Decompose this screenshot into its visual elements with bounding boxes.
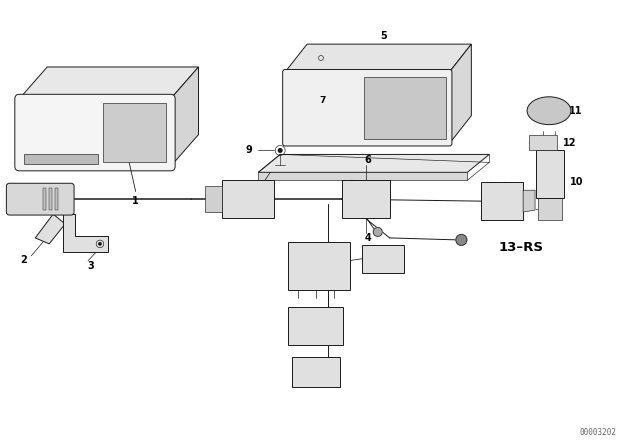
Polygon shape: [205, 186, 223, 212]
Text: 11: 11: [569, 106, 582, 116]
Bar: [49, 188, 52, 210]
Polygon shape: [102, 103, 166, 162]
Polygon shape: [259, 155, 489, 172]
Text: 7: 7: [320, 96, 326, 105]
Circle shape: [373, 228, 382, 237]
Polygon shape: [523, 190, 535, 212]
Polygon shape: [288, 307, 343, 345]
Circle shape: [456, 234, 467, 246]
Bar: [55, 188, 58, 210]
Polygon shape: [538, 198, 562, 220]
Polygon shape: [481, 182, 523, 220]
FancyBboxPatch shape: [6, 183, 74, 215]
Bar: [44, 188, 46, 210]
Polygon shape: [292, 357, 340, 387]
Polygon shape: [536, 151, 564, 198]
Text: 8: 8: [245, 199, 252, 209]
Polygon shape: [449, 44, 471, 143]
Polygon shape: [19, 67, 198, 99]
Polygon shape: [63, 214, 108, 252]
Text: 13–RS: 13–RS: [499, 241, 543, 254]
Text: 10: 10: [570, 177, 584, 187]
Text: 3: 3: [88, 261, 94, 271]
Circle shape: [99, 243, 101, 245]
FancyBboxPatch shape: [283, 69, 452, 146]
Text: 12: 12: [563, 138, 577, 147]
Polygon shape: [259, 172, 467, 180]
Ellipse shape: [527, 97, 571, 125]
Polygon shape: [171, 67, 198, 166]
Text: 2: 2: [20, 255, 27, 265]
Polygon shape: [539, 157, 561, 183]
Polygon shape: [288, 242, 350, 289]
Polygon shape: [223, 180, 274, 218]
Polygon shape: [364, 77, 446, 138]
Text: 5: 5: [380, 31, 387, 41]
Polygon shape: [35, 214, 65, 244]
Text: 6: 6: [364, 155, 371, 165]
Circle shape: [278, 149, 282, 152]
Text: 9: 9: [246, 146, 252, 155]
Polygon shape: [285, 44, 471, 72]
Polygon shape: [24, 155, 98, 164]
Text: 1: 1: [132, 196, 139, 206]
Polygon shape: [362, 245, 404, 273]
Polygon shape: [342, 180, 390, 218]
Text: 4: 4: [364, 233, 371, 243]
FancyBboxPatch shape: [15, 95, 175, 171]
Text: 00003202: 00003202: [580, 428, 617, 437]
Polygon shape: [529, 134, 557, 151]
